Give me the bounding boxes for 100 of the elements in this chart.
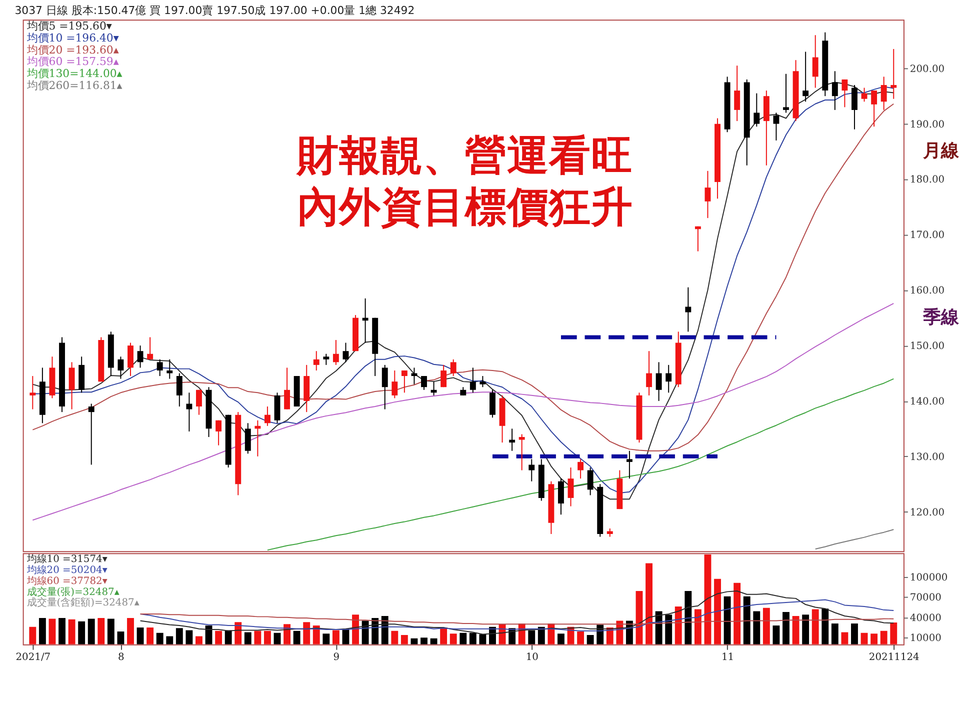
line-series [266,378,894,551]
bar [166,636,174,644]
bar [381,616,388,644]
text: 均價130=144.00▴ [26,67,123,80]
bar [802,614,810,644]
candlestick [342,342,349,363]
y-tick-label: 10000 [910,633,942,644]
candlestick [147,336,154,360]
bar [303,622,310,644]
candlestick [509,428,516,452]
bar [724,596,731,644]
bar [322,634,330,644]
x-tick-label: 10 [526,652,538,663]
bar [812,609,819,644]
bar [831,623,838,644]
candlestick [871,90,878,128]
bar [146,628,154,644]
candlestick [244,422,251,454]
candlestick [264,406,270,426]
bar [870,634,878,644]
bar [293,630,300,644]
bar [176,628,183,644]
bar [107,618,114,644]
candlestick [421,376,427,390]
candlestick [773,112,780,141]
x-tick-label: 2021/7 [16,652,51,663]
bar [772,625,780,644]
candlestick [313,350,320,371]
bar [782,612,790,644]
text: 均價260=116.81▴ [26,79,123,92]
annotation: 成交量(含鉅額)=32487▴ [26,596,140,609]
candlestick [401,370,408,394]
candlestick [528,458,535,482]
candlestick [430,381,437,396]
candlestick [666,364,672,394]
line-series [140,590,894,635]
candlestick [323,353,330,366]
bar [38,618,46,644]
bar [400,634,408,644]
annotation: 內外資目標價狂升 [297,182,634,231]
bar [98,618,105,644]
line-series [140,599,894,632]
bar [586,634,594,644]
y-tick-label: 200.00 [910,64,945,75]
bar [264,630,271,644]
candlestick [128,342,134,377]
line-series [140,613,894,625]
annotation: 財報靚、營運看旺 [296,130,634,180]
bar [352,614,359,644]
bar [362,620,369,644]
candlestick [411,367,418,385]
bar [78,621,86,644]
bar [420,638,428,644]
text: 均價60 =157.59▴ [26,55,120,68]
bar [792,616,800,644]
candlestick [783,73,789,114]
candlestick [166,358,173,380]
bar [743,596,750,644]
candlestick [656,362,662,402]
text: 均價5 =195.60▾ [26,20,112,33]
x-tick-label: 20211124 [868,652,920,663]
y-tick-label: 170.00 [910,230,945,242]
bar [822,608,829,644]
text: 均線10 =31574▾ [26,553,108,566]
chart-title: 3037 日線 股本:150.47億 買 197.00賣 197.50成 197.00 +0.00量 1總 32492 [14,4,415,18]
bar [196,636,202,644]
candlestick [890,48,897,100]
candlestick [68,362,75,410]
y-tick-label: 160.00 [910,286,945,297]
candlestick [392,370,398,399]
bar [714,578,721,644]
bar [136,628,144,644]
candlestick [587,466,594,496]
candlestick [332,339,339,366]
y-tick-label: 70000 [910,592,942,604]
candlestick [812,34,818,88]
line-series [814,529,894,550]
bar [284,624,291,644]
candlestick [440,364,447,388]
bar [186,630,193,644]
candlestick [694,226,701,252]
y-tick-label: 150.00 [910,341,945,352]
candlestick [518,434,525,471]
bar [890,622,898,644]
y-tick-label: 120.00 [910,507,945,518]
bar [224,630,232,644]
bar [274,632,281,644]
text: 均線20 =50204▾ [26,564,108,576]
bar [841,632,848,644]
y-tick-label: 100000 [910,572,948,584]
candlestick [626,450,632,480]
bar [254,630,262,644]
candlestick [568,466,574,507]
candlestick [685,286,692,332]
candlestick [254,420,261,457]
bar [704,554,712,644]
candlestick [861,87,868,102]
candlestick [88,403,94,466]
bar [558,634,564,644]
bar [332,630,340,644]
